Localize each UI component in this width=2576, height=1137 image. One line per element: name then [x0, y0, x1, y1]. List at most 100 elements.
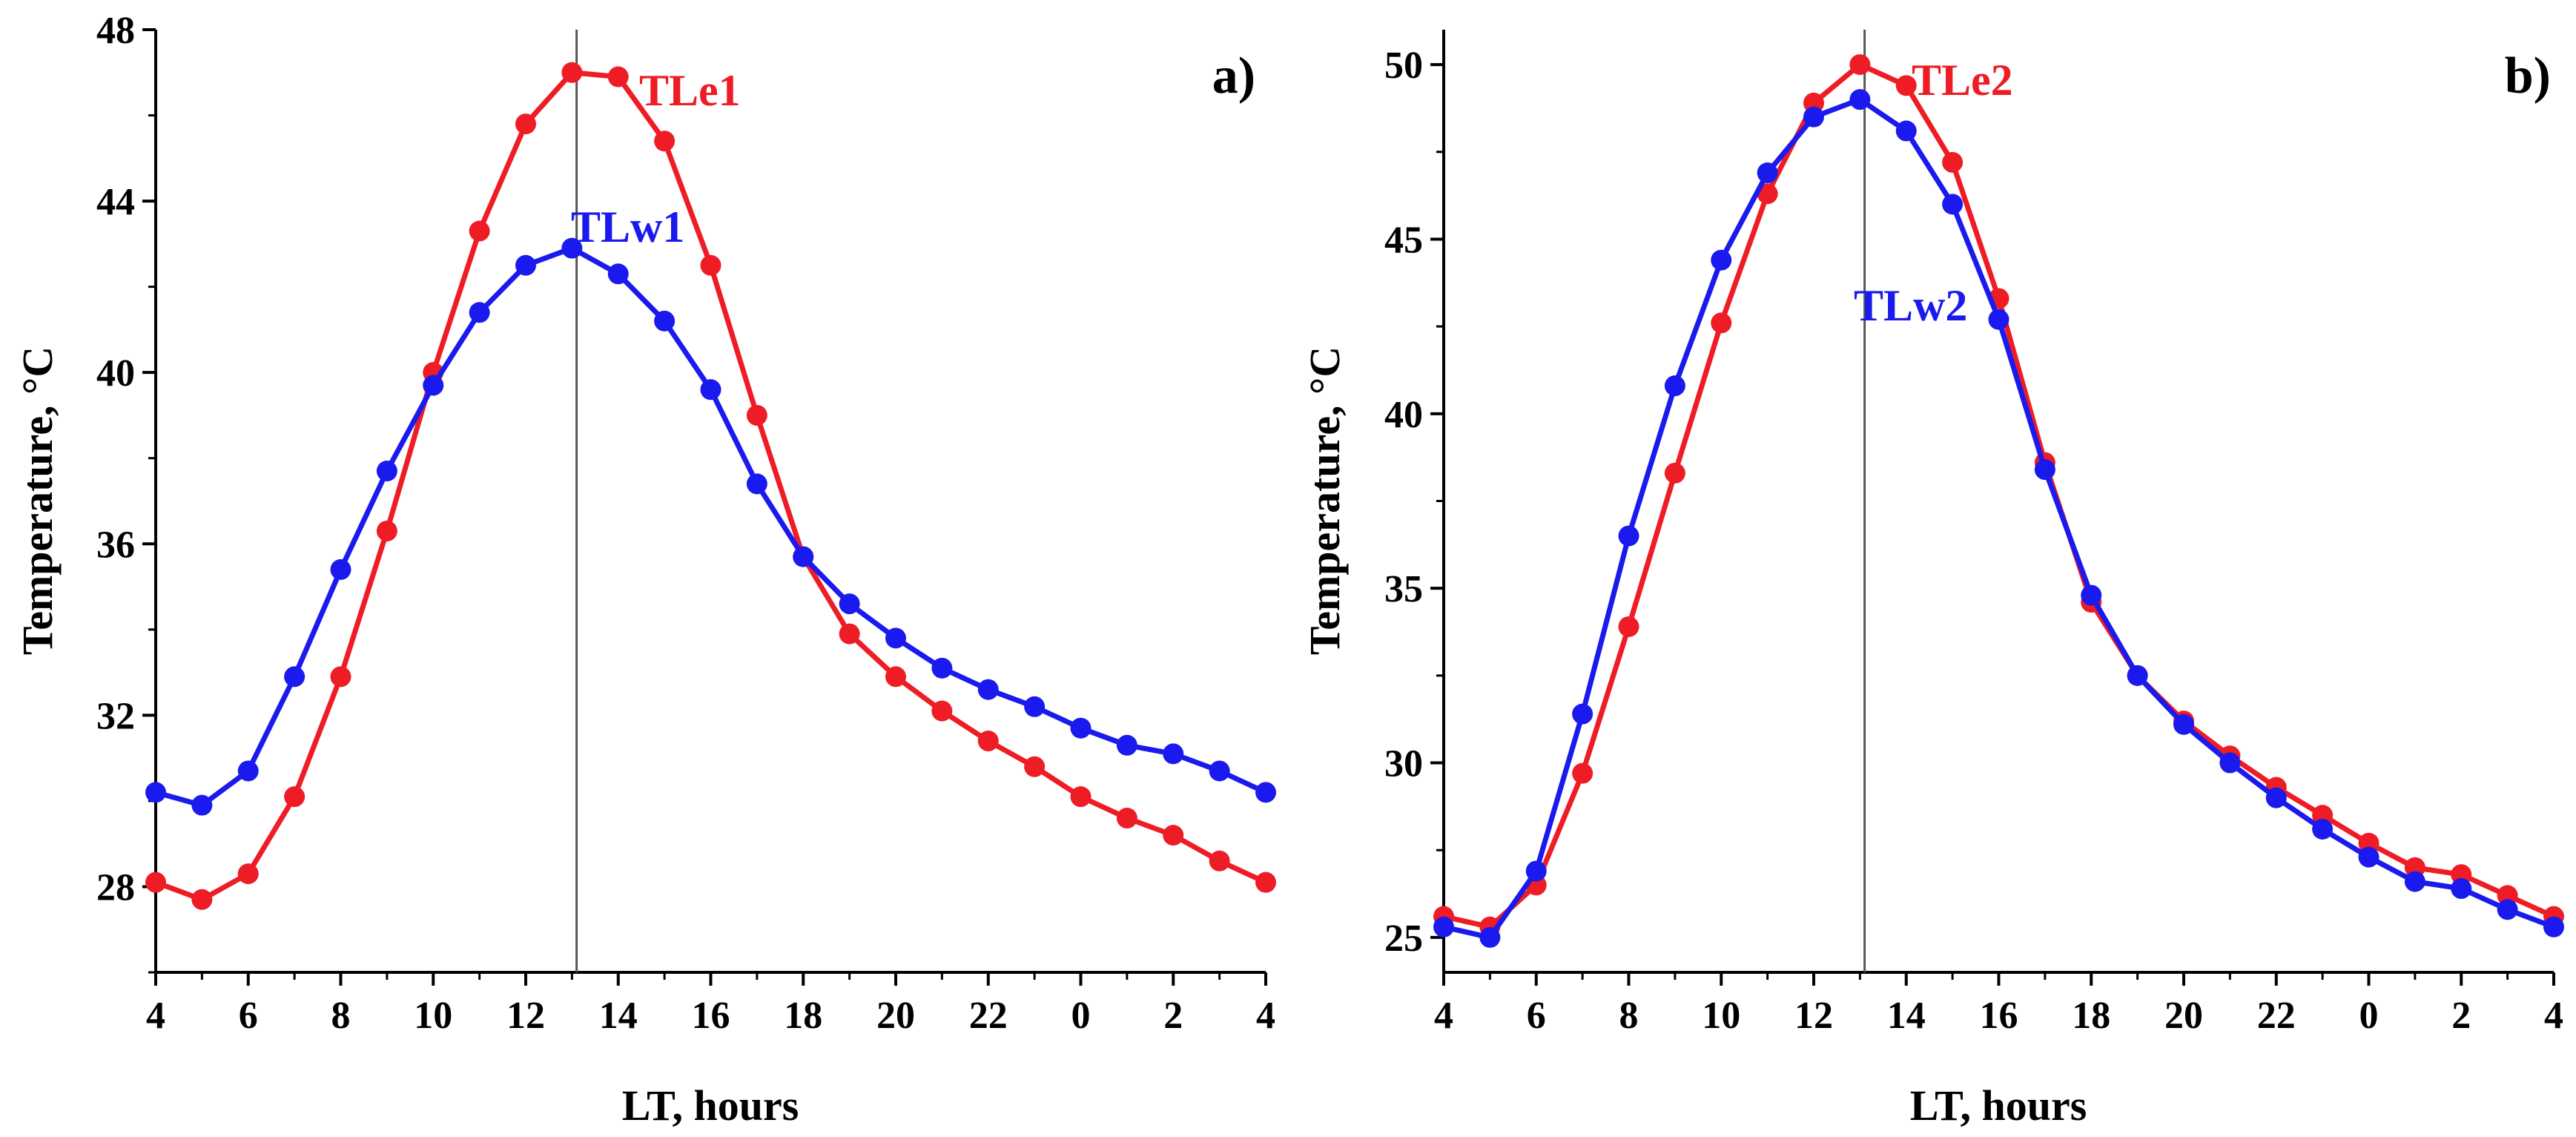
series-line-tle2	[1443, 62, 2555, 930]
data-point-tle1	[746, 404, 767, 426]
data-point-tlw2	[1572, 703, 1594, 725]
data-point-tlw1	[191, 794, 213, 816]
x-tick-label-b: 2	[2451, 995, 2471, 1037]
data-point-tle1	[145, 871, 166, 893]
data-point-tlw1	[885, 627, 906, 649]
data-point-tlw1	[376, 461, 397, 482]
data-point-tle1	[1209, 850, 1230, 871]
y-tick-label-a: 44	[96, 181, 135, 223]
y-tick-label-a: 40	[96, 352, 135, 395]
data-point-tlw2	[1664, 375, 1685, 397]
data-point-tlw2	[1479, 926, 1501, 948]
x-axis-a: 4 6 8 10 12 14 16 18 20 22 0 2 4	[146, 972, 1275, 1037]
data-point-tlw1	[654, 310, 676, 332]
data-point-tle1	[515, 113, 536, 135]
data-point-tle2	[1849, 54, 1871, 76]
data-point-tlw2	[1803, 106, 1824, 128]
y-tick-label-a: 32	[96, 695, 135, 737]
data-point-tlw1	[469, 302, 490, 323]
series-label-tlw2: TLw2	[1854, 281, 1967, 330]
data-point-tle1	[885, 666, 906, 688]
x-axis-title-a: LT, hours	[622, 1081, 799, 1130]
y-axis-title-a: Temperature, °C	[13, 346, 62, 655]
data-point-tle1	[330, 666, 351, 688]
data-point-tlw2	[1525, 860, 1547, 882]
x-tick-label-a: 4	[146, 995, 165, 1037]
data-point-tlw2	[1895, 120, 1917, 142]
y-tick-label-b: 50	[1384, 45, 1423, 87]
data-point-tlw2	[2127, 665, 2148, 686]
data-point-tlw2	[1618, 525, 1639, 547]
x-tick-label-a: 0	[1071, 995, 1091, 1037]
x-tick-label-a: 12	[506, 995, 545, 1037]
data-point-tlw1	[515, 254, 536, 276]
x-tick-label-b: 18	[2072, 995, 2110, 1037]
data-point-tle2	[1572, 762, 1594, 784]
data-point-tle1	[700, 254, 721, 276]
x-tick-label-b: 8	[1619, 995, 1639, 1037]
data-point-tle1	[654, 131, 676, 152]
data-point-tle2	[1664, 462, 1685, 484]
data-point-tle2	[1711, 312, 1732, 334]
data-point-tlw2	[2173, 713, 2194, 735]
data-point-tlw1	[1024, 696, 1046, 717]
data-point-tle1	[237, 863, 259, 885]
data-point-tlw1	[330, 558, 351, 580]
x-tick-label-b: 10	[1702, 995, 1740, 1037]
data-point-tlw2	[2265, 787, 2287, 808]
data-point-tlw1	[746, 473, 767, 495]
data-point-tlw2	[2081, 584, 2102, 606]
x-tick-label-b: 4	[1434, 995, 1453, 1037]
data-point-tlw1	[1163, 743, 1184, 765]
data-point-tlw2	[2034, 459, 2055, 481]
data-point-tle1	[607, 66, 629, 88]
x-tick-label-a: 20	[876, 995, 915, 1037]
series-group-a	[145, 62, 1276, 910]
x-tick-label-a: 14	[599, 995, 638, 1037]
x-tick-label-b: 14	[1887, 995, 1926, 1037]
data-point-tlw1	[607, 263, 629, 285]
x-tick-label-b: 22	[2257, 995, 2296, 1037]
x-axis-b: 4 6 8 10 12 14 16 18 20 22 0 2 4	[1434, 972, 2563, 1037]
x-tick-label-a: 18	[784, 995, 822, 1037]
data-point-tle1	[1070, 786, 1092, 808]
data-point-tlw2	[2543, 916, 2564, 937]
data-point-tle1	[561, 62, 583, 83]
data-point-tle1	[469, 220, 490, 242]
data-point-tle1	[1024, 756, 1046, 777]
data-point-tle1	[1255, 871, 1276, 893]
data-point-tle2	[1942, 151, 1964, 173]
x-tick-label-b: 6	[1527, 995, 1546, 1037]
y-axis-title-b: Temperature, °C	[1301, 346, 1349, 655]
data-point-tle2	[1618, 616, 1639, 637]
data-point-tlw2	[1711, 249, 1732, 271]
data-point-tlw1	[1070, 717, 1092, 739]
data-point-tlw2	[1849, 89, 1871, 111]
data-point-tle1	[1163, 825, 1184, 846]
data-point-tlw1	[839, 593, 860, 615]
data-point-tle2	[1757, 183, 1778, 205]
y-tick-label-b: 25	[1384, 917, 1423, 960]
x-tick-label-a: 16	[692, 995, 730, 1037]
series-label-tlw1: TLw1	[571, 202, 684, 251]
data-point-tle1	[1116, 808, 1137, 829]
data-point-tle1	[931, 700, 953, 722]
data-point-tle1	[839, 623, 860, 645]
series-line-tle1	[154, 70, 1267, 903]
data-point-tlw2	[1757, 162, 1778, 184]
data-point-tlw1	[1116, 734, 1137, 756]
y-axis-b: 25 30 35 40 45 50	[1384, 45, 1444, 960]
x-tick-label-a: 8	[331, 995, 351, 1037]
x-tick-label-a: 6	[239, 995, 258, 1037]
x-tick-label-a: 4	[1256, 995, 1275, 1037]
x-tick-label-b: 16	[1980, 995, 2018, 1037]
x-axis-title-b: LT, hours	[1910, 1081, 2087, 1130]
data-point-tle1	[977, 731, 999, 752]
x-tick-label-b: 4	[2544, 995, 2563, 1037]
x-tick-label-b: 20	[2164, 995, 2203, 1037]
data-point-tle2	[1895, 75, 1917, 96]
data-point-tlw2	[2358, 846, 2380, 868]
x-tick-label-a: 2	[1163, 995, 1183, 1037]
